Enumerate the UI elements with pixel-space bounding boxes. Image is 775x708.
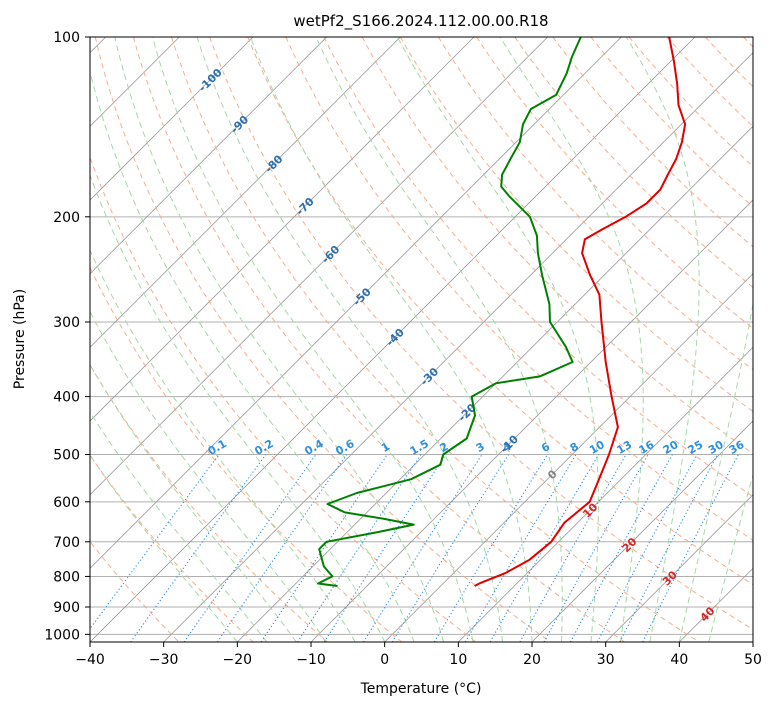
dry-adiabat-line (247, 37, 753, 586)
x-tick-label: −20 (223, 652, 253, 668)
y-tick-label: 400 (53, 390, 80, 406)
y-tick-label: 800 (53, 569, 80, 585)
isotherm-line (531, 420, 753, 642)
mixing-ratio-line (642, 454, 739, 642)
y-tick-label: 200 (53, 210, 80, 226)
moist-adiabat-line (250, 37, 533, 642)
moist-adiabat-line (396, 37, 599, 642)
moist-adiabat-line (196, 37, 503, 642)
y-tick-label: 700 (53, 535, 80, 551)
dry-adiabat-line (132, 37, 625, 642)
x-tick-label: −10 (296, 652, 326, 668)
mixing-ratio-line (323, 454, 447, 642)
moist-adiabat-line (708, 473, 753, 642)
mixing-ratio-line (596, 454, 698, 642)
mixing-ratio-line (391, 454, 510, 642)
dry-adiabat-line (90, 155, 477, 642)
dry-adiabat-line (361, 37, 753, 455)
x-tick-label: 50 (744, 652, 762, 668)
mixing-ratio-line (90, 454, 220, 630)
temperature-profile-line (474, 37, 687, 587)
x-tick-label: −30 (149, 652, 179, 668)
moist-adiabat-line (152, 37, 474, 642)
x-axis: −40 −30 −20 −10 0 10 20 30 40 50 (75, 642, 762, 668)
y-tick-label: 900 (53, 600, 80, 616)
plot-frame (89, 36, 754, 643)
y-tick-label: 300 (53, 315, 80, 331)
isotherm-line (605, 494, 753, 642)
x-tick-label: −40 (75, 652, 105, 668)
isotherm-line (310, 199, 753, 642)
moist-adiabat-line (315, 37, 563, 642)
dry-adiabat-line (171, 37, 700, 642)
dry-adiabat-line (399, 37, 753, 413)
isotherm-line (90, 37, 327, 275)
dewpoint-profile-line (317, 37, 582, 587)
mixing-ratio-line (297, 454, 422, 642)
moist-adiabat-line (499, 37, 644, 642)
isotherm-line (90, 37, 548, 496)
isotherm-line (90, 37, 401, 348)
mixing-ratio-line (619, 454, 719, 642)
moist-adiabat-line (90, 249, 356, 642)
isotherm-line (458, 346, 753, 642)
series-layer (317, 37, 687, 587)
moist-adiabat-line (90, 69, 415, 642)
y-tick-label: 1000 (44, 627, 80, 643)
x-tick-label: 10 (449, 652, 467, 668)
mixing-ratio-line (543, 454, 649, 642)
dry-adiabat-line (323, 37, 753, 498)
dry-adiabat-line (628, 37, 753, 168)
y-axis-label: Pressure (hPa) (12, 289, 28, 389)
x-tick-label: 0 (380, 652, 389, 668)
isotherm-line (752, 641, 753, 642)
dry-adiabat-line (514, 37, 753, 289)
x-axis-label: Temperature (°C) (360, 681, 482, 697)
y-tick-label: 100 (53, 30, 80, 46)
mixing-ratio-line (569, 454, 673, 642)
dry-adiabat-line (94, 37, 551, 642)
moist-adiabat-line (625, 37, 700, 642)
plot-area: 0.1 0.2 0.4 0.6 1 1.5 2 3 4 6 8 10 13 16 20 25 30 36-100-… (89, 36, 754, 643)
isotherm-line (237, 125, 753, 642)
y-tick-label: 500 (53, 448, 80, 464)
isotherm-line (384, 273, 753, 642)
moist-adiabat-line (90, 363, 297, 642)
y-axis: 100 200 300 400 500 600 700 800 900 1000 (44, 30, 90, 643)
dry-adiabat-line (209, 37, 753, 631)
moist-adiabat-line (678, 301, 753, 642)
chart-title: wetPf2_S166.2024.112.00.00.R18 (293, 12, 548, 31)
isotherm-line (90, 37, 254, 201)
x-tick-label: 20 (523, 652, 541, 668)
mixing-ratio-line (362, 454, 483, 642)
mixing-ratio-line (519, 454, 627, 642)
x-tick-label: 40 (670, 652, 688, 668)
isotherm-line (163, 52, 753, 642)
dry-adiabat-line (285, 37, 753, 541)
moist-adiabat-line (90, 310, 327, 642)
mixing-ratio-line (433, 454, 548, 642)
plot-background (90, 37, 753, 642)
moist-adiabat-line (90, 454, 238, 642)
dry-adiabat-line (90, 364, 328, 642)
mixing-ratio-line (183, 454, 317, 642)
y-tick-label: 600 (53, 495, 80, 511)
moist-adiabat-line (90, 411, 268, 642)
x-tick-label: 30 (597, 652, 615, 668)
